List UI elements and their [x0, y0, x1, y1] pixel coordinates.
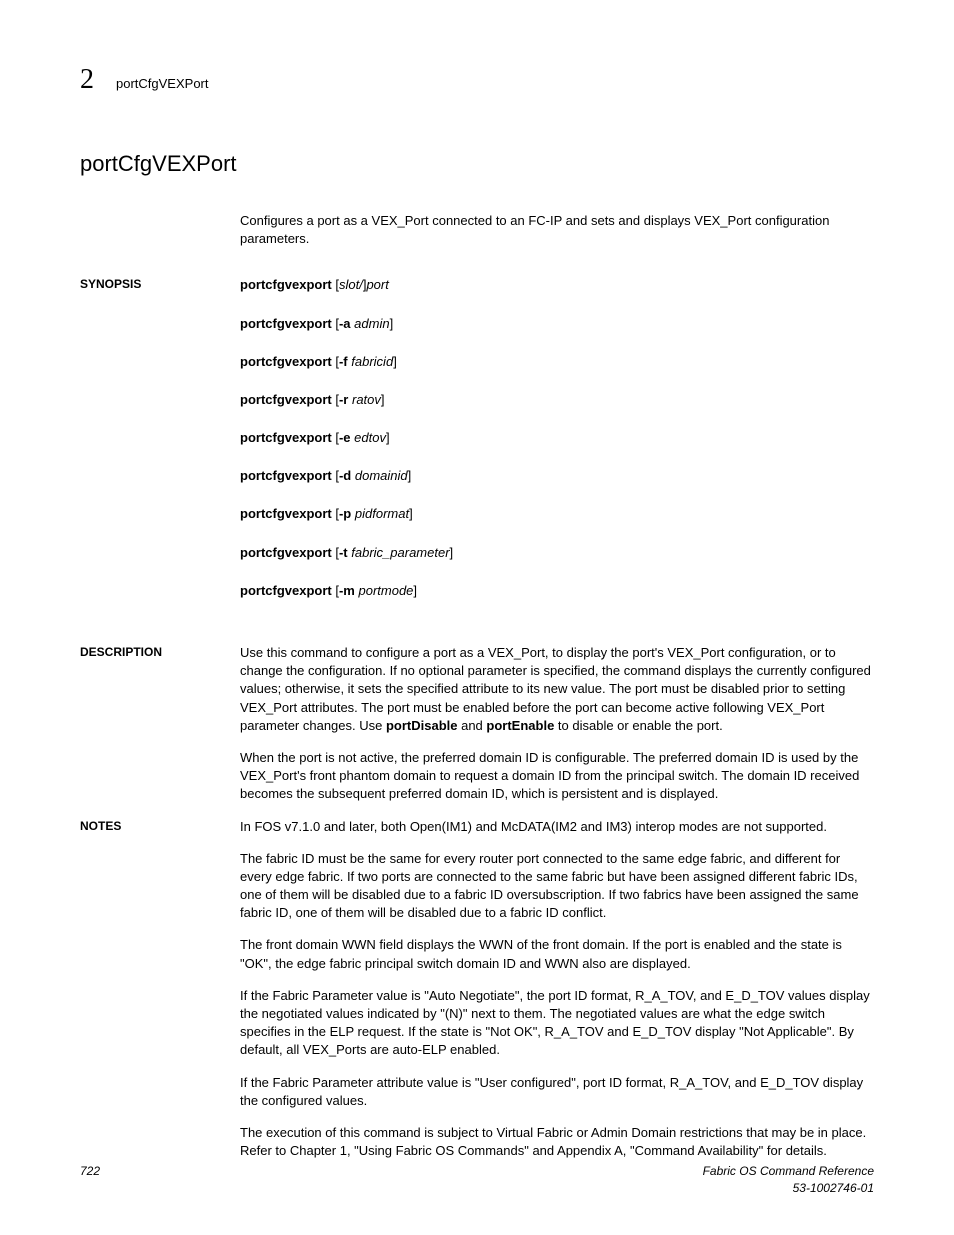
- synopsis-line: portcfgvexport [-f fabricid]: [240, 353, 874, 371]
- footer-doc-id: 53-1002746-01: [703, 1180, 874, 1197]
- notes-paragraph: If the Fabric Parameter attribute value …: [240, 1074, 874, 1110]
- description-paragraph: Use this command to configure a port as …: [240, 644, 874, 735]
- synopsis-line: portcfgvexport [-r ratov]: [240, 391, 874, 409]
- synopsis-line: portcfgvexport [-e edtov]: [240, 429, 874, 447]
- synopsis-line: portcfgvexport [-d domainid]: [240, 467, 874, 485]
- description-label: DESCRIPTION: [80, 644, 240, 804]
- page-number: 722: [80, 1163, 100, 1197]
- notes-paragraph: The fabric ID must be the same for every…: [240, 850, 874, 923]
- notes-section: NOTES In FOS v7.1.0 and later, both Open…: [80, 818, 874, 1161]
- synopsis-line: portcfgvexport [-p pidformat]: [240, 505, 874, 523]
- notes-content: In FOS v7.1.0 and later, both Open(IM1) …: [240, 818, 874, 1161]
- intro-text: Configures a port as a VEX_Port connecte…: [240, 212, 874, 248]
- notes-paragraph: If the Fabric Parameter value is "Auto N…: [240, 987, 874, 1060]
- synopsis-line: portcfgvexport [-t fabric_parameter]: [240, 544, 874, 562]
- synopsis-line: portcfgvexport [slot/]port: [240, 276, 874, 294]
- page-footer: 722 Fabric OS Command Reference 53-10027…: [80, 1163, 874, 1197]
- notes-paragraph: The front domain WWN field displays the …: [240, 936, 874, 972]
- running-title: portCfgVEXPort: [116, 75, 209, 93]
- synopsis-section: SYNOPSIS portcfgvexport [slot/]portportc…: [80, 276, 874, 600]
- synopsis-line: portcfgvexport [-a admin]: [240, 315, 874, 333]
- footer-doc-title: Fabric OS Command Reference: [703, 1163, 874, 1180]
- notes-label: NOTES: [80, 818, 240, 1161]
- notes-paragraph: The execution of this command is subject…: [240, 1124, 874, 1160]
- synopsis-content: portcfgvexport [slot/]port portcfgvexport…: [240, 276, 874, 600]
- chapter-number: 2: [80, 60, 94, 99]
- intro-paragraph: Configures a port as a VEX_Port connecte…: [240, 212, 874, 248]
- footer-doc-info: Fabric OS Command Reference 53-1002746-0…: [703, 1163, 874, 1197]
- description-content: Use this command to configure a port as …: [240, 644, 874, 804]
- page-title: portCfgVEXPort: [80, 149, 874, 180]
- synopsis-line: portcfgvexport [-m portmode]: [240, 582, 874, 600]
- notes-paragraph: In FOS v7.1.0 and later, both Open(IM1) …: [240, 818, 874, 836]
- page: 2 portCfgVEXPort portCfgVEXPort Configur…: [0, 0, 954, 1235]
- synopsis-label: SYNOPSIS: [80, 276, 240, 600]
- running-header: 2 portCfgVEXPort: [80, 60, 874, 99]
- description-paragraph: When the port is not active, the preferr…: [240, 749, 874, 804]
- description-section: DESCRIPTION Use this command to configur…: [80, 644, 874, 804]
